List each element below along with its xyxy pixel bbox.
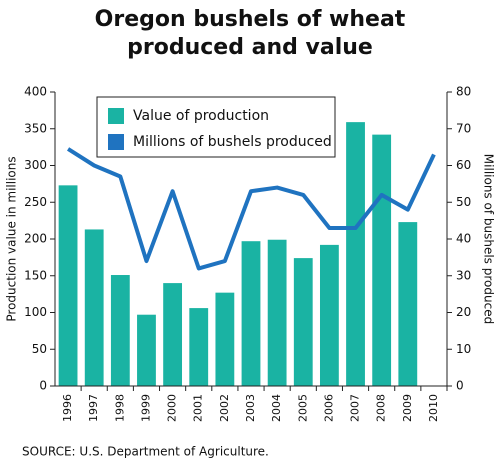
x-tick-label: 2000 xyxy=(166,394,179,422)
chart-title: produced and value xyxy=(127,35,373,60)
y-tick-label: 0 xyxy=(39,379,47,393)
x-tick-label: 2003 xyxy=(244,394,257,422)
legend-swatch xyxy=(108,108,124,124)
x-tick-label: 2007 xyxy=(349,394,362,422)
bar xyxy=(372,134,392,386)
y-tick-label: 200 xyxy=(24,232,47,246)
y2-tick-label: 60 xyxy=(456,158,471,172)
x-tick-label: 1997 xyxy=(87,394,100,422)
x-tick-label: 2010 xyxy=(427,394,440,422)
bar xyxy=(319,244,339,386)
y2-tick-label: 20 xyxy=(456,305,471,319)
legend-label: Value of production xyxy=(133,108,269,124)
x-tick-label: 2002 xyxy=(218,394,231,422)
x-tick-label: 2006 xyxy=(322,394,335,422)
y2-tick-label: 10 xyxy=(456,342,471,356)
bar xyxy=(346,122,365,386)
bar xyxy=(267,239,287,386)
bar xyxy=(241,241,261,386)
line xyxy=(66,147,436,271)
bar xyxy=(398,222,418,386)
y-tick-label: 150 xyxy=(24,268,47,282)
y-tick-label: 250 xyxy=(24,195,47,209)
x-tick-label: 2004 xyxy=(270,394,283,422)
y-axis-label: Production value in millions xyxy=(5,156,19,321)
x-tick-label: 2009 xyxy=(401,394,414,422)
y-tick-label: 100 xyxy=(24,305,47,319)
x-tick-label: 2001 xyxy=(192,394,205,422)
source-note: SOURCE: U.S. Department of Agriculture. xyxy=(22,445,269,459)
legend-label: Millions of bushels produced xyxy=(133,134,332,150)
bar xyxy=(84,229,104,386)
y-tick-label: 50 xyxy=(32,342,47,356)
bar xyxy=(189,308,209,386)
x-tick-label: 1998 xyxy=(113,394,126,422)
bar xyxy=(163,283,183,386)
y2-tick-label: 30 xyxy=(456,268,471,282)
y-tick-label: 300 xyxy=(24,158,47,172)
legend-box xyxy=(96,96,336,158)
y2-tick-label: 70 xyxy=(456,121,471,135)
y-tick-label: 350 xyxy=(24,121,47,135)
bar xyxy=(58,185,78,386)
bar xyxy=(215,292,235,386)
bar xyxy=(293,258,313,386)
legend-swatch xyxy=(108,134,124,150)
bar xyxy=(137,314,156,386)
chart-title: Oregon bushels of wheat xyxy=(95,7,406,32)
x-tick-label: 2008 xyxy=(375,394,388,422)
y2-tick-label: 50 xyxy=(456,195,471,209)
x-tick-label: 1999 xyxy=(139,394,152,422)
y2-tick-label: 80 xyxy=(456,85,471,99)
y2-axis-label: Millions of bushels produced xyxy=(482,154,496,324)
x-tick-label: 2005 xyxy=(296,394,309,422)
bar xyxy=(110,275,130,386)
y2-tick-label: 0 xyxy=(456,379,464,393)
x-tick-label: 1996 xyxy=(61,394,74,422)
y2-tick-label: 40 xyxy=(456,232,471,246)
y-tick-label: 400 xyxy=(24,85,47,99)
